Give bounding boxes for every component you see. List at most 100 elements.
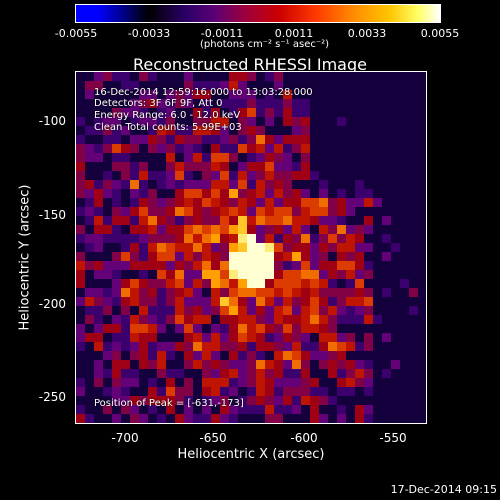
image-pixel bbox=[148, 180, 157, 189]
image-pixel bbox=[247, 306, 256, 315]
image-pixel bbox=[301, 243, 310, 252]
image-pixel bbox=[94, 225, 103, 234]
image-pixel bbox=[346, 81, 355, 90]
image-pixel bbox=[391, 414, 400, 423]
image-pixel bbox=[139, 243, 148, 252]
image-pixel bbox=[418, 243, 426, 252]
image-pixel bbox=[328, 180, 337, 189]
image-pixel bbox=[283, 360, 292, 369]
image-pixel bbox=[139, 153, 148, 162]
image-pixel bbox=[166, 306, 175, 315]
image-pixel bbox=[166, 162, 175, 171]
image-pixel bbox=[355, 144, 364, 153]
image-pixel bbox=[220, 234, 229, 243]
image-pixel bbox=[346, 315, 355, 324]
image-pixel bbox=[310, 234, 319, 243]
image-pixel bbox=[391, 270, 400, 279]
image-pixel bbox=[418, 378, 426, 387]
image-pixel bbox=[319, 405, 328, 414]
image-pixel bbox=[409, 243, 418, 252]
image-pixel bbox=[112, 180, 121, 189]
image-pixel bbox=[166, 108, 175, 117]
image-pixel bbox=[319, 369, 328, 378]
image-pixel bbox=[292, 297, 301, 306]
image-pixel bbox=[418, 189, 426, 198]
image-pixel bbox=[310, 351, 319, 360]
image-pixel bbox=[229, 225, 238, 234]
image-pixel bbox=[247, 252, 256, 261]
image-pixel bbox=[391, 315, 400, 324]
image-pixel bbox=[373, 207, 382, 216]
image-pixel bbox=[274, 225, 283, 234]
image-pixel bbox=[130, 171, 139, 180]
image-pixel bbox=[229, 360, 238, 369]
image-pixel bbox=[211, 297, 220, 306]
image-pixel bbox=[292, 99, 301, 108]
image-pixel bbox=[175, 162, 184, 171]
image-pixel bbox=[373, 171, 382, 180]
image-pixel bbox=[220, 405, 229, 414]
image-pixel bbox=[112, 108, 121, 117]
image-pixel bbox=[211, 144, 220, 153]
image-pixel bbox=[139, 216, 148, 225]
image-pixel bbox=[274, 306, 283, 315]
image-pixel bbox=[211, 315, 220, 324]
image-pixel bbox=[112, 405, 121, 414]
image-pixel bbox=[112, 378, 121, 387]
image-pixel bbox=[175, 153, 184, 162]
image-pixel bbox=[175, 180, 184, 189]
image-pixel bbox=[103, 414, 112, 423]
image-pixel bbox=[238, 324, 247, 333]
image-pixel bbox=[148, 315, 157, 324]
image-pixel bbox=[265, 189, 274, 198]
image-pixel bbox=[220, 72, 229, 81]
image-pixel bbox=[85, 342, 94, 351]
image-pixel bbox=[148, 288, 157, 297]
image-pixel bbox=[94, 297, 103, 306]
image-pixel bbox=[184, 234, 193, 243]
image-pixel bbox=[283, 72, 292, 81]
image-pixel bbox=[247, 333, 256, 342]
image-pixel bbox=[76, 135, 85, 144]
image-pixel bbox=[373, 333, 382, 342]
image-pixel bbox=[175, 333, 184, 342]
image-pixel bbox=[103, 99, 112, 108]
image-pixel bbox=[364, 378, 373, 387]
image-pixel bbox=[94, 342, 103, 351]
image-pixel bbox=[202, 225, 211, 234]
image-pixel bbox=[337, 225, 346, 234]
image-pixel bbox=[256, 396, 265, 405]
image-pixel bbox=[166, 261, 175, 270]
image-pixel bbox=[283, 216, 292, 225]
image-pixel bbox=[202, 99, 211, 108]
image-pixel bbox=[202, 81, 211, 90]
image-pixel bbox=[319, 207, 328, 216]
image-pixel bbox=[157, 153, 166, 162]
image-pixel bbox=[247, 117, 256, 126]
image-pixel bbox=[220, 333, 229, 342]
image-pixel bbox=[121, 108, 130, 117]
image-pixel bbox=[265, 333, 274, 342]
image-pixel bbox=[373, 90, 382, 99]
image-pixel bbox=[283, 207, 292, 216]
image-pixel bbox=[400, 360, 409, 369]
image-pixel bbox=[112, 144, 121, 153]
image-pixel bbox=[157, 198, 166, 207]
image-pixel bbox=[274, 171, 283, 180]
image-pixel bbox=[409, 135, 418, 144]
image-pixel bbox=[337, 207, 346, 216]
image-pixel bbox=[301, 135, 310, 144]
image-pixel bbox=[139, 423, 148, 424]
image-pixel bbox=[238, 207, 247, 216]
image-pixel bbox=[238, 180, 247, 189]
image-pixel bbox=[337, 81, 346, 90]
image-pixel bbox=[400, 234, 409, 243]
image-pixel bbox=[256, 261, 265, 270]
image-pixel bbox=[184, 108, 193, 117]
image-pixel bbox=[283, 126, 292, 135]
image-pixel bbox=[94, 279, 103, 288]
image-pixel bbox=[76, 207, 85, 216]
image-pixel bbox=[130, 324, 139, 333]
image-pixel bbox=[265, 306, 274, 315]
image-pixel bbox=[103, 288, 112, 297]
